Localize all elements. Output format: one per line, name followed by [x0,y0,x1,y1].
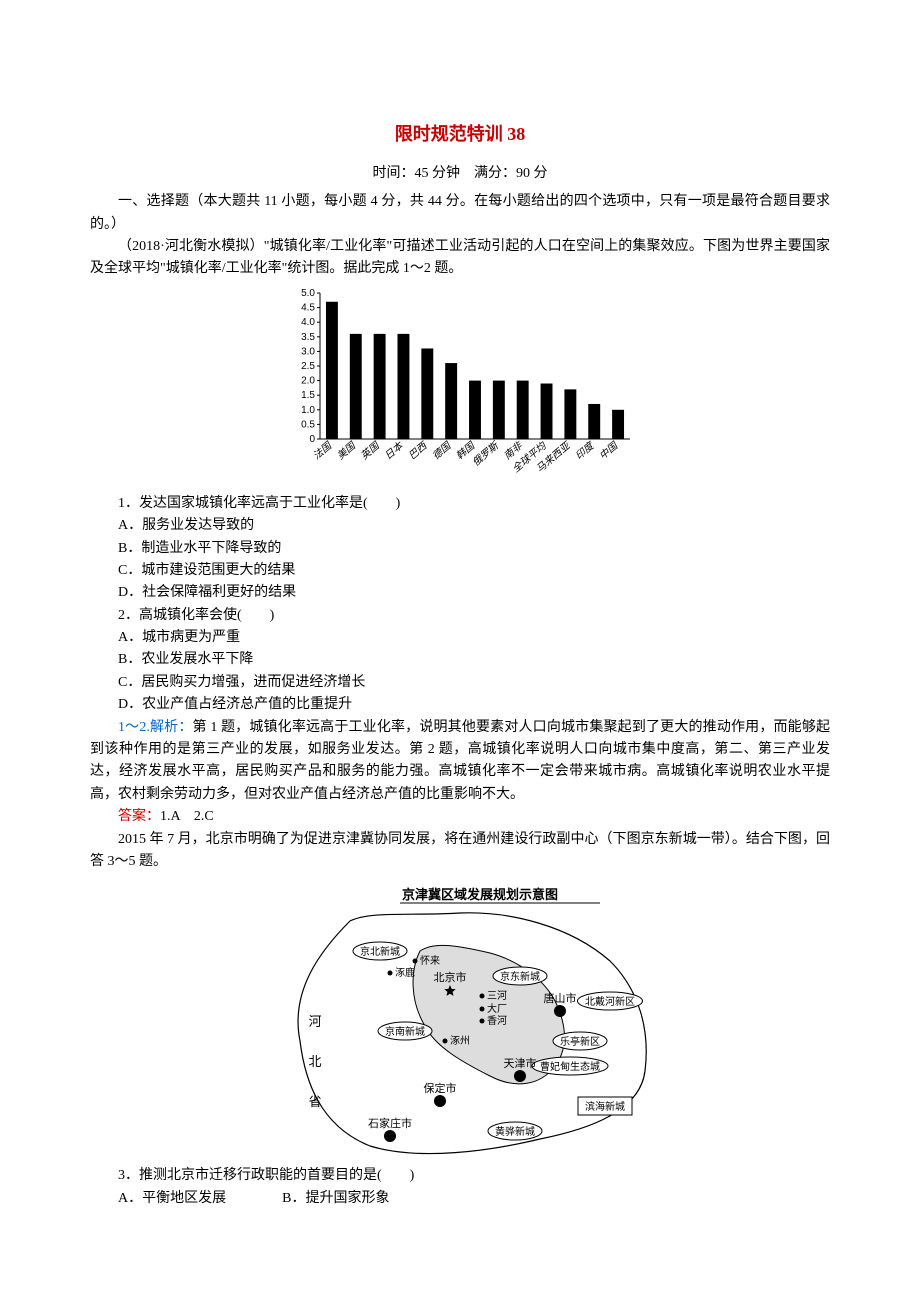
svg-text:0.5: 0.5 [301,419,315,430]
q3-stem: 3．推测北京市迁移行政职能的首要目的是( ) [90,1165,830,1187]
svg-text:4.5: 4.5 [301,302,315,313]
svg-text:巴西: 巴西 [407,439,431,462]
passage2-source: 2015 年 7 月，北京市明确了为促进京津冀协同发展，将在通州建设行政副中心（… [90,829,830,874]
svg-text:大厂: 大厂 [487,1002,507,1015]
analysis-text: 第 1 题，城镇化率远高于工业化率，说明其他要素对人口向城市集聚起到了更大的推动… [90,720,830,802]
svg-text:三河: 三河 [487,990,507,1002]
q2-stem: 2．高城镇化率会使( ) [90,605,830,627]
q3-option-a: A．平衡地区发展 [118,1191,226,1206]
svg-text:4.0: 4.0 [301,317,315,328]
q1-option-a: A．服务业发达导致的 [90,515,830,537]
svg-text:京北新城: 京北新城 [360,945,400,958]
section-intro: 一、选择题（本大题共 11 小题，每小题 4 分，共 44 分。在每小题给出的四… [90,191,830,236]
q1-option-c: C．城市建设范围更大的结果 [90,560,830,582]
svg-text:香河: 香河 [487,1015,507,1027]
svg-text:京东新城: 京东新城 [500,970,540,983]
region-map: 京津冀区域发展规划示意图京北新城怀来涿鹿 北京市 京东新城三河大厂香河 唐山市北戴河新… [260,881,660,1161]
q2-option-d: D．农业产值占经济总产值的比重提升 [90,694,830,716]
q1-option-b: B．制造业水平下降导致的 [90,538,830,560]
bar-chart: 00.51.01.52.02.53.03.54.04.55.0法国美国英国日本巴… [280,287,640,487]
svg-text:3.0: 3.0 [301,346,315,357]
svg-text:3.5: 3.5 [301,332,315,343]
svg-text:北京市: 北京市 [434,970,467,984]
q3-option-b: B．提升国家形象 [282,1191,389,1206]
svg-text:印度: 印度 [573,439,598,462]
page-title: 限时规范特训 38 [90,120,830,149]
svg-text:省: 省 [308,1094,321,1109]
svg-text:德国: 德国 [430,439,455,462]
svg-text:2.0: 2.0 [301,375,315,386]
svg-text:北戴河新区: 北戴河新区 [585,995,635,1008]
svg-text:石家庄市: 石家庄市 [368,1116,412,1130]
q2-option-a: A．城市病更为严重 [90,627,830,649]
answer-label: 答案： [118,809,160,824]
svg-text:英国: 英国 [359,439,384,462]
passage1-source: （2018·河北衡水模拟）"城镇化率/工业化率"可描述工业活动引起的人口在空间上… [90,236,830,281]
svg-text:保定市: 保定市 [424,1081,457,1095]
svg-text:0: 0 [309,434,315,445]
svg-text:怀来: 怀来 [420,955,440,967]
svg-text:天津市: 天津市 [504,1056,537,1070]
svg-text:曹妃甸生态城: 曹妃甸生态城 [540,1060,600,1073]
svg-text:京南新城: 京南新城 [385,1025,425,1038]
svg-text:日本: 日本 [382,439,406,462]
svg-text:京津冀区域发展规划示意图: 京津冀区域发展规划示意图 [402,887,558,902]
answer-text: 1.A 2.C [160,809,214,824]
analysis-label: 1～2.解析： [118,720,193,735]
svg-text:1.5: 1.5 [301,390,315,401]
map-container: 京津冀区域发展规划示意图京北新城怀来涿鹿 北京市 京东新城三河大厂香河 唐山市北戴河新… [90,881,830,1161]
svg-text:涿鹿: 涿鹿 [395,966,415,979]
q2-option-c: C．居民购买力增强，进而促进经济增长 [90,672,830,694]
q1-option-d: D．社会保障福利更好的结果 [90,582,830,604]
svg-text:河: 河 [308,1014,321,1029]
answer-1-2: 答案：1.A 2.C [90,806,830,828]
svg-text:美国: 美国 [335,439,360,462]
bar-chart-container: 00.51.01.52.02.53.03.54.04.55.0法国美国英国日本巴… [90,287,830,487]
svg-text:涿州: 涿州 [450,1035,470,1047]
svg-text:俄罗斯: 俄罗斯 [470,439,502,469]
analysis-1-2: 1～2.解析：第 1 题，城镇化率远高于工业化率，说明其他要素对人口向城市集聚起… [90,717,830,807]
q3-options-row: A．平衡地区发展 B．提升国家形象 [90,1188,830,1210]
svg-text:中国: 中国 [597,439,622,462]
svg-text:5.0: 5.0 [301,288,315,299]
q2-option-b: B．农业发展水平下降 [90,649,830,671]
svg-text:乐亭新区: 乐亭新区 [560,1035,600,1048]
meta-line: 时间：45 分钟 满分：90 分 [90,163,830,185]
svg-text:黄骅新城: 黄骅新城 [495,1125,535,1138]
q1-stem: 1．发达国家城镇化率远高于工业化率是( ) [90,493,830,515]
svg-text:滨海新城: 滨海新城 [585,1100,625,1113]
svg-text:2.5: 2.5 [301,361,315,372]
svg-text:唐山市: 唐山市 [544,991,577,1005]
svg-text:1.0: 1.0 [301,405,315,416]
svg-text:北: 北 [308,1054,321,1069]
